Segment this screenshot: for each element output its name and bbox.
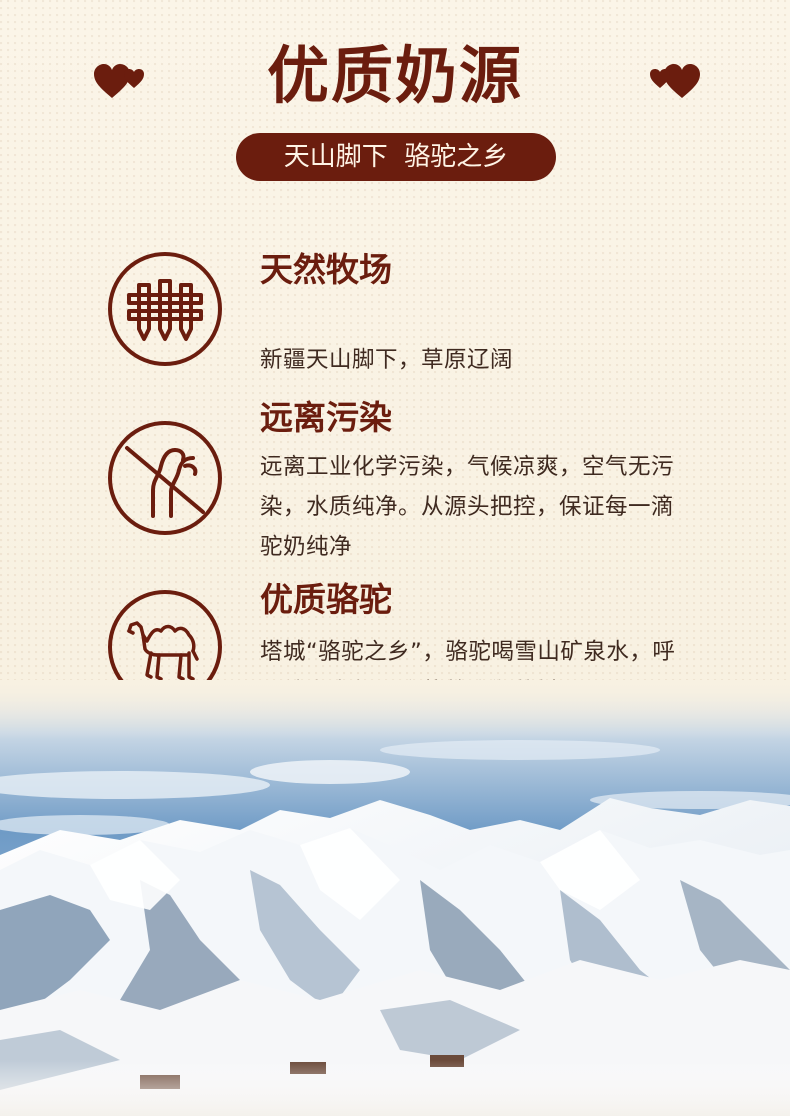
feature-title: 远离污染 (260, 398, 392, 437)
snow-mountain-image (0, 680, 790, 1116)
hearts-icon (90, 60, 150, 104)
subtitle-badge: 天山脚下 骆驼之乡 (236, 133, 556, 181)
feature-title: 天然牧场 (260, 250, 392, 289)
feature-text: 新疆天山脚下，草原辽阔 (260, 347, 514, 373)
feature-title: 优质骆驼 (260, 580, 392, 619)
page-title: 优质奶源 (266, 39, 523, 112)
hearts-icon (644, 60, 704, 104)
no-pollution-icon (108, 421, 222, 535)
feature-text: 远离工业化学污染，气候凉爽，空气无污染，水质纯净。从源头把控，保证每一滴驼奶纯净 (260, 454, 675, 560)
fence-icon (108, 252, 222, 366)
